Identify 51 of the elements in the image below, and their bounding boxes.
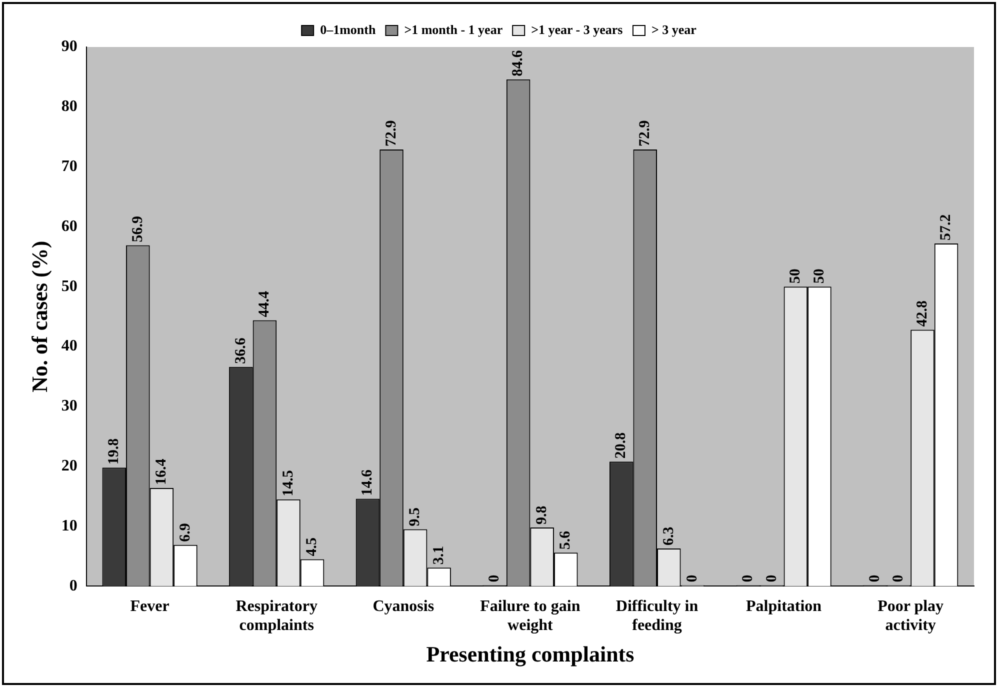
y-tick-label: 20 <box>61 458 78 475</box>
y-tick-label: 70 <box>61 158 78 175</box>
x-tick-label: Difficulty in feeding <box>616 598 698 634</box>
x-tick-label: Poor play activity <box>878 598 944 634</box>
data-label: 0 <box>684 574 701 582</box>
data-label: 14.6 <box>360 468 376 496</box>
data-label: 50 <box>811 268 828 284</box>
data-label: 0 <box>866 574 883 582</box>
legend-label: >1 year - 3 years <box>531 22 623 37</box>
legend-label: > 3 year <box>651 22 697 37</box>
y-tick-label: 80 <box>61 98 78 116</box>
legend-label: 0–1month <box>320 22 376 37</box>
data-label: 0 <box>486 574 502 582</box>
y-axis-title: No. of cases (%) <box>26 240 52 392</box>
data-label: 3.1 <box>430 546 447 565</box>
data-label: 19.8 <box>106 438 122 465</box>
x-tick-label: Cyanosis <box>372 598 434 615</box>
data-label: 36.6 <box>232 337 249 364</box>
x-tick-label: Palpitation <box>746 598 822 615</box>
data-label: 44.4 <box>256 290 273 318</box>
data-label: 72.9 <box>383 120 400 146</box>
data-label: 84.6 <box>510 50 526 76</box>
data-label: 16.4 <box>154 458 170 485</box>
data-label: 20.8 <box>613 432 630 459</box>
data-label: 0 <box>740 574 756 582</box>
data-label: 0 <box>890 574 907 582</box>
data-label: 14.5 <box>280 470 296 496</box>
x-tick-label: Fever <box>130 598 170 615</box>
y-tick-label: 50 <box>61 278 78 295</box>
x-axis-title: Presenting complaints <box>426 641 635 666</box>
data-label: 6.9 <box>177 523 194 542</box>
y-tick-label: 40 <box>61 338 78 355</box>
data-label: 42.8 <box>914 300 930 327</box>
data-label: 50 <box>788 268 804 284</box>
data-label: 4.5 <box>304 537 320 556</box>
y-tick-label: 60 <box>61 218 78 235</box>
y-tick-label: 0 <box>69 577 78 594</box>
data-label: 72.9 <box>636 120 653 146</box>
data-label: 57.2 <box>938 214 954 241</box>
data-label: 56.9 <box>130 216 146 242</box>
x-tick-label: Respiratory complaints <box>236 598 318 634</box>
x-tick-label: Failure to gain weight <box>480 598 580 634</box>
legend-label: >1 month - 1 year <box>404 22 503 37</box>
y-tick-label: 30 <box>61 398 78 415</box>
data-label: 9.8 <box>534 506 550 524</box>
data-label: 6.3 <box>660 526 677 546</box>
data-label: 9.5 <box>407 508 424 526</box>
data-label: 0 <box>764 574 780 582</box>
data-label: 5.6 <box>558 530 574 550</box>
y-tick-label: 90 <box>61 38 78 56</box>
y-tick-label: 10 <box>61 517 78 534</box>
